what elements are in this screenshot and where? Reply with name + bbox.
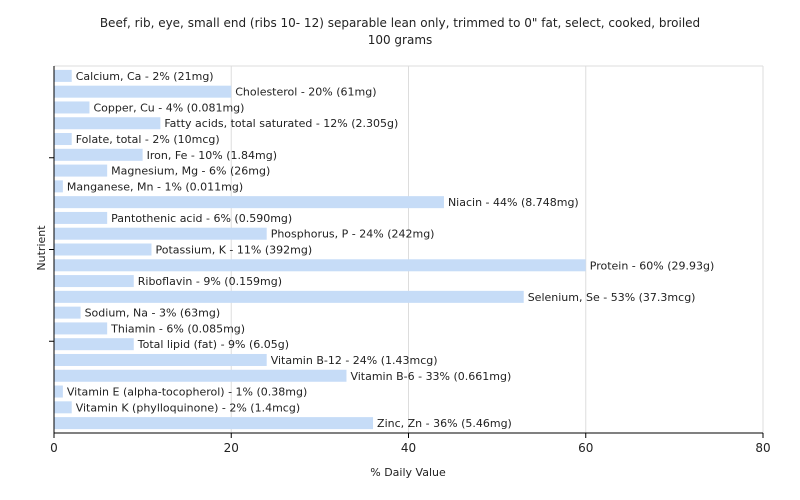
bars <box>54 69 586 430</box>
bar-label-18: Total lipid (fat) - 9% (6.05g) <box>137 338 289 351</box>
bar-15 <box>54 290 524 303</box>
x-tick-label-20: 20 <box>224 441 239 455</box>
bar-22 <box>54 401 72 414</box>
x-tick-label-60: 60 <box>578 441 593 455</box>
bar-19 <box>54 353 267 366</box>
chart-subtitle: 100 grams <box>368 33 433 47</box>
bar-5 <box>54 133 72 146</box>
bar-17 <box>54 322 108 335</box>
bar-label-11: Phosphorus, P - 24% (242mg) <box>271 228 435 241</box>
bar-label-21: Vitamin E (alpha-tocopherol) - 1% (0.38m… <box>67 386 307 399</box>
bar-label-19: Vitamin B-12 - 24% (1.43mcg) <box>271 354 438 367</box>
x-tick-label-40: 40 <box>401 441 416 455</box>
bar-label-1: Calcium, Ca - 2% (21mg) <box>76 70 214 83</box>
bar-20 <box>54 369 347 382</box>
x-tick-label-80: 80 <box>755 441 770 455</box>
bar-11 <box>54 227 267 240</box>
bar-9 <box>54 196 444 209</box>
bar-label-12: Potassium, K - 11% (392mg) <box>155 244 312 257</box>
bar-1 <box>54 69 72 82</box>
bar-4 <box>54 117 161 130</box>
bar-14 <box>54 275 134 288</box>
bar-label-6: Iron, Fe - 10% (1.84mg) <box>147 149 277 162</box>
y-axis-title: Nutrient <box>35 225 48 271</box>
bar-label-7: Magnesium, Mg - 6% (26mg) <box>111 165 270 178</box>
bar-label-3: Copper, Cu - 4% (0.081mg) <box>93 101 244 114</box>
bar-6 <box>54 148 143 161</box>
bar-10 <box>54 211 108 224</box>
axes: 0 20 40 60 80 <box>49 66 771 455</box>
bar-8 <box>54 180 63 193</box>
bar-3 <box>54 101 90 114</box>
bar-label-10: Pantothenic acid - 6% (0.590mg) <box>111 212 292 225</box>
chart-title: Beef, rib, eye, small end (ribs 10- 12) … <box>100 16 700 30</box>
bar-label-16: Sodium, Na - 3% (63mg) <box>85 307 221 320</box>
bar-label-4: Fatty acids, total saturated - 12% (2.30… <box>164 117 398 130</box>
bar-16 <box>54 306 81 319</box>
x-axis-title: % Daily Value <box>370 466 446 479</box>
bar-label-13: Protein - 60% (29.93g) <box>590 259 715 272</box>
bar-labels: Calcium, Ca - 2% (21mg) Cholesterol - 20%… <box>67 70 714 430</box>
bar-label-8: Manganese, Mn - 1% (0.011mg) <box>67 180 243 193</box>
bar-label-15: Selenium, Se - 53% (37.3mcg) <box>528 291 696 304</box>
bar-label-5: Folate, total - 2% (10mcg) <box>76 133 220 146</box>
bar-label-2: Cholesterol - 20% (61mg) <box>235 86 376 99</box>
x-tick-label-0: 0 <box>50 441 58 455</box>
bar-label-17: Thiamin - 6% (0.085mg) <box>110 322 245 335</box>
bar-2 <box>54 85 232 98</box>
bar-21 <box>54 385 63 398</box>
bar-label-22: Vitamin K (phylloquinone) - 2% (1.4mcg) <box>76 401 300 414</box>
bar-label-23: Zinc, Zn - 36% (5.46mg) <box>377 417 512 430</box>
bar-23 <box>54 417 374 430</box>
bar-7 <box>54 164 108 177</box>
bar-label-9: Niacin - 44% (8.748mg) <box>448 196 579 209</box>
bar-label-20: Vitamin B-6 - 33% (0.661mg) <box>350 370 511 383</box>
bar-18 <box>54 338 134 351</box>
bar-label-14: Riboflavin - 9% (0.159mg) <box>138 275 282 288</box>
bar-12 <box>54 243 152 256</box>
bar-13 <box>54 259 586 272</box>
